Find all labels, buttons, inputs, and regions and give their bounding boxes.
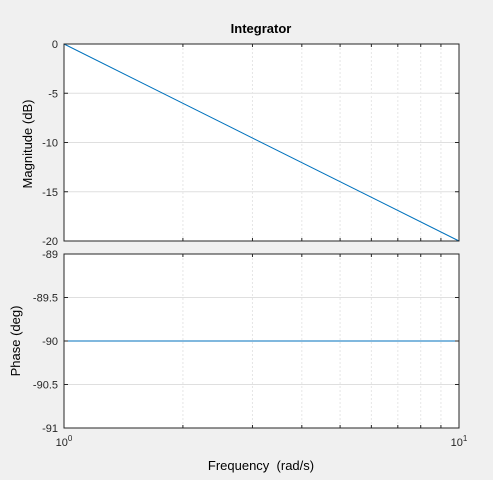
phase-axis-label: Phase (deg) [8,306,23,377]
phase-x-tick-label: 101 [451,434,468,449]
magnitude-series-line [63,43,460,242]
x-axis-label: Frequency (rad/s) [208,458,314,473]
phase-y-tick-label: -90.5 [33,380,58,392]
magnitude-y-tick-label: -15 [42,187,58,199]
chart-title: Integrator [231,21,292,36]
magnitude-y-tick-label: -10 [42,138,58,150]
phase-y-tick-label: -89 [42,249,58,261]
phase-y-tick-label: -90 [42,336,58,348]
magnitude-y-tick-label: -5 [48,88,58,100]
magnitude-y-tick-label: 0 [52,39,58,51]
phase-y-tick-label: -89.5 [33,293,58,305]
phase-x-tick-label: 100 [56,434,73,449]
magnitude-y-tick-label: -20 [42,236,58,248]
magnitude-axes: 0 -5 -10 -15 -20 [42,39,460,248]
phase-y-tick-label: -91 [42,423,58,435]
magnitude-axis-label: Magnitude (dB) [20,100,35,189]
